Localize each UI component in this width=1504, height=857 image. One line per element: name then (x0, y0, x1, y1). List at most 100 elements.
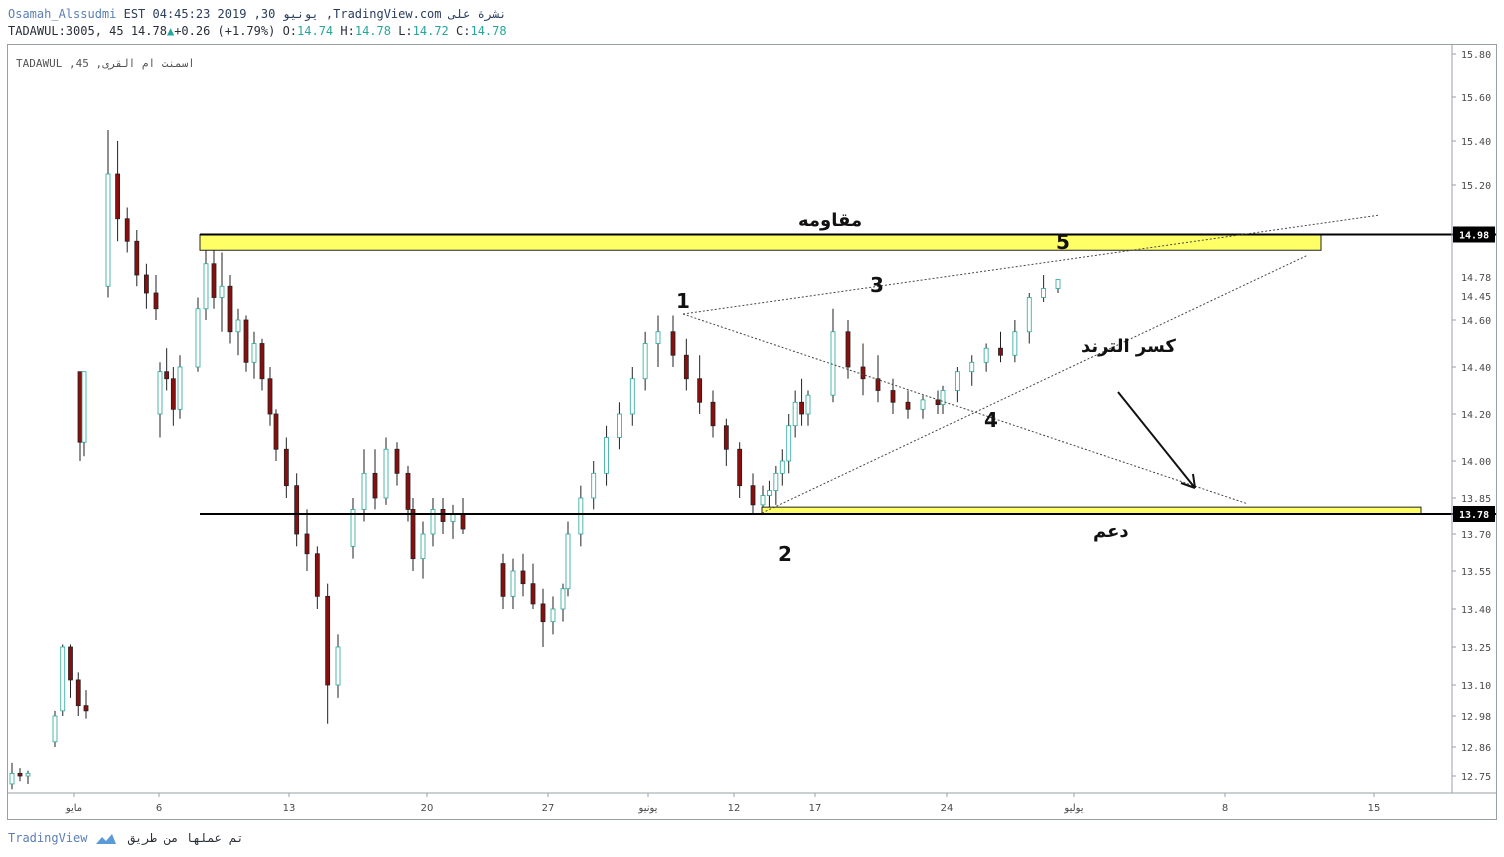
price-tag-label: 14.98 (1459, 231, 1489, 242)
candle-body (642, 343, 648, 380)
trend-line (682, 313, 1249, 505)
publish-info: Osamah_Alssudmi EST 04:45:23 2019 ,30 يو… (8, 7, 507, 21)
candle-body (520, 570, 526, 585)
y-tick-label: 13.85 (1461, 494, 1491, 505)
candle-body (560, 588, 566, 610)
open-label: O: (282, 24, 298, 38)
candle-body (500, 563, 506, 597)
x-tick-label: 6 (156, 803, 162, 814)
price-change: +0.26 (+1.79%) (174, 24, 276, 38)
candle-body (170, 378, 176, 410)
candle-body (314, 553, 320, 597)
candle-body (792, 401, 798, 427)
candle-body (550, 608, 556, 623)
candle-body (235, 319, 241, 333)
y-tick-label: 14.20 (1461, 410, 1491, 421)
y-tick-label: 12.75 (1461, 772, 1491, 783)
trend-line (682, 214, 1381, 315)
x-tick-label: يونيو (638, 803, 658, 814)
candle-body (799, 401, 804, 415)
candle-body (350, 509, 356, 547)
candle-body (723, 425, 729, 450)
trend-line (761, 254, 1309, 514)
wave-label-3: 3 (870, 273, 884, 297)
candle-body (697, 378, 703, 403)
candle-body (779, 460, 785, 474)
symbol-label: TADAWUL:3005, 45 (8, 24, 124, 38)
candle-body (134, 240, 140, 276)
candle-body (1012, 331, 1018, 356)
candle-body (845, 331, 851, 368)
candle-body (304, 533, 310, 555)
candle-body (737, 448, 743, 487)
low-label: L: (398, 24, 413, 38)
footer: TradingView تم عملها من طريق (8, 831, 244, 845)
candle-body (420, 533, 426, 560)
tradingview-logo-icon (95, 833, 116, 844)
candle-body (998, 347, 1003, 356)
author-name[interactable]: Osamah_Alssudmi (8, 7, 117, 21)
candle-body (450, 513, 456, 522)
candle-body (105, 173, 111, 287)
open-value: 14.74 (297, 24, 334, 38)
x-tick-label: 24 (941, 803, 954, 814)
price-tag (1453, 506, 1495, 522)
candle-body (115, 173, 120, 220)
candle-body (394, 448, 400, 474)
y-tick-label: 12.86 (1461, 743, 1491, 754)
y-tick-label: 15.20 (1461, 181, 1491, 192)
x-tick-label: 27 (542, 803, 555, 814)
candle-body (17, 772, 23, 777)
candle-body (243, 319, 249, 363)
candle-body (655, 331, 661, 344)
x-tick-label: 13 (283, 803, 296, 814)
candle-body (430, 509, 436, 535)
x-tick-label: مايو (65, 803, 82, 814)
candle-body (157, 371, 163, 415)
chart-area[interactable]: TADAWUL ,45 ,اسمنت ام القرى 1 2 3 4 5 كسر الت… (7, 44, 1497, 820)
candle-body (203, 263, 209, 310)
candle-body (267, 378, 273, 415)
candle-body (75, 679, 81, 707)
watermark-text: TADAWUL ,45 ,اسمنت ام القرى (16, 57, 195, 70)
candle-body (164, 371, 170, 380)
candle-body (52, 715, 58, 743)
candle-body (954, 371, 960, 391)
trend-arrow (1117, 391, 1196, 489)
candle-body (283, 448, 289, 487)
resistance-zone (199, 234, 1322, 251)
candle-body (177, 366, 183, 410)
candle-body (540, 603, 546, 623)
candle-body (875, 378, 881, 391)
y-tick-label: 14.60 (1461, 316, 1491, 327)
tradingview-brand[interactable]: TradingView (8, 831, 88, 845)
candle-body (510, 570, 516, 597)
candle-body (767, 490, 772, 496)
candle-body (124, 218, 130, 242)
candle-body (60, 646, 66, 712)
candle-body (77, 371, 83, 443)
candle-body (83, 705, 89, 712)
y-extra-label: 14.45 (1461, 292, 1491, 303)
candle-body (773, 472, 779, 492)
candle-body (325, 595, 331, 686)
y-extra-label: 14.78 (1461, 273, 1491, 284)
candle-body (629, 378, 635, 415)
y-tick-label: 14.40 (1461, 363, 1491, 374)
y-tick-label: 13.55 (1461, 567, 1491, 578)
y-tick-label: 13.25 (1461, 643, 1491, 654)
candle-body (9, 772, 15, 785)
trend-break-label: كسر الترند (1081, 336, 1176, 357)
candle-body (710, 401, 716, 427)
symbol-ohlc-line: TADAWUL:3005, 45 14.78▲+0.26 (+1.79%) O:… (8, 24, 507, 38)
y-tick-label: 13.40 (1461, 605, 1491, 616)
high-label: H: (340, 24, 355, 38)
x-tick-label: 17 (809, 803, 822, 814)
candle-body (1041, 288, 1047, 298)
candle-body (578, 497, 584, 535)
x-tick-label: 15 (1368, 803, 1381, 814)
arrow-head-icon (1180, 473, 1196, 489)
made-by-text: تم عملها من طريق (127, 831, 244, 845)
candle-body (935, 399, 941, 405)
